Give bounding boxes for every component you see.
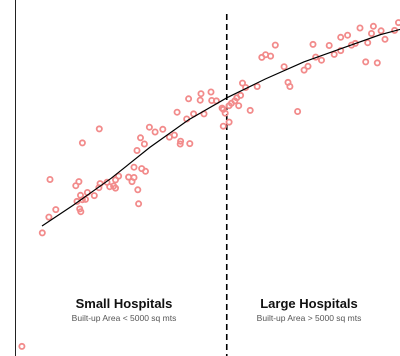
data-point	[286, 83, 294, 91]
data-point	[197, 90, 205, 98]
data-point	[176, 140, 184, 148]
data-point	[227, 99, 235, 107]
group-label-small: Small Hospitals	[76, 296, 173, 311]
data-point	[185, 95, 193, 103]
data-point	[225, 118, 233, 126]
data-point	[77, 191, 85, 199]
data-point	[170, 131, 178, 139]
data-point	[196, 96, 204, 104]
data-point	[46, 175, 54, 183]
data-point	[351, 39, 359, 47]
data-point	[280, 63, 288, 71]
data-points	[18, 19, 400, 350]
data-point	[186, 140, 194, 148]
data-point	[136, 134, 144, 142]
data-point	[369, 22, 377, 30]
data-point	[125, 173, 133, 181]
data-point	[238, 79, 246, 87]
data-point	[219, 105, 227, 113]
data-point	[235, 102, 243, 110]
data-point	[130, 173, 138, 181]
data-point	[294, 108, 302, 116]
data-point	[381, 35, 389, 43]
data-point	[135, 200, 143, 208]
data-point	[115, 172, 123, 180]
data-point	[317, 56, 325, 64]
data-point	[45, 213, 53, 221]
data-point	[18, 342, 26, 350]
data-point	[364, 39, 372, 47]
trend-line	[41, 28, 400, 227]
data-point	[271, 41, 279, 49]
data-point	[134, 186, 142, 194]
data-point	[309, 40, 317, 48]
data-point	[253, 83, 261, 91]
data-point	[356, 24, 364, 32]
data-point	[90, 192, 98, 200]
data-point	[133, 146, 141, 154]
data-point	[112, 184, 120, 192]
data-point	[52, 206, 60, 214]
data-point	[367, 29, 375, 37]
data-point	[75, 178, 83, 186]
data-point	[267, 52, 275, 60]
data-point	[130, 163, 138, 171]
data-point	[362, 58, 370, 66]
data-point	[325, 42, 333, 50]
data-point	[78, 139, 86, 147]
data-point	[207, 88, 215, 96]
data-point	[145, 123, 153, 131]
group-sublabel-small: Built-up Area < 5000 sq mts	[72, 313, 177, 323]
data-point	[337, 33, 345, 41]
group-label-large: Large Hospitals	[260, 296, 358, 311]
data-point	[219, 122, 227, 130]
data-point	[95, 125, 103, 133]
data-point	[330, 50, 338, 58]
data-point	[237, 91, 245, 99]
data-point	[304, 62, 312, 70]
data-point	[395, 19, 400, 27]
group-sublabel-large: Built-up Area > 5000 sq mts	[257, 313, 362, 323]
data-point	[141, 167, 149, 175]
data-point	[377, 27, 385, 35]
data-point	[173, 108, 181, 116]
data-point	[140, 140, 148, 148]
data-point	[344, 31, 352, 39]
data-point	[159, 125, 167, 133]
data-point	[300, 66, 308, 74]
data-point	[246, 106, 254, 114]
data-point	[38, 229, 46, 237]
data-point	[77, 208, 85, 216]
data-point	[151, 128, 159, 136]
data-point	[177, 137, 185, 145]
data-point	[373, 59, 381, 67]
data-point	[337, 47, 345, 55]
